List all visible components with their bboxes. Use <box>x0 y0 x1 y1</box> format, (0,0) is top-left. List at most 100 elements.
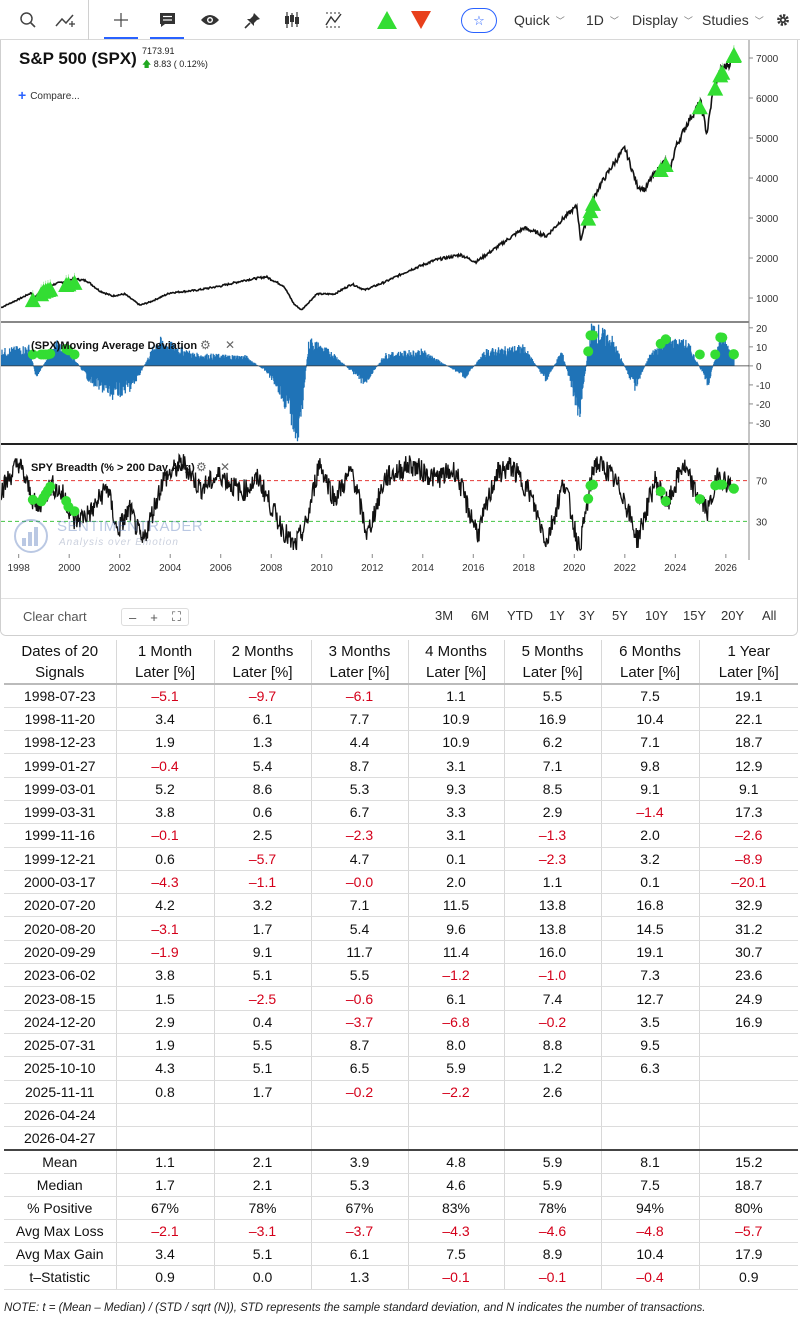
range-button-10y[interactable]: 10Y <box>645 608 669 623</box>
interval-dropdown[interactable]: 1D ﹀ <box>586 5 619 35</box>
table-cell: –8.9 <box>699 847 798 871</box>
table-cell: 10.9 <box>408 707 505 732</box>
compare-button[interactable]: + Compare... <box>18 87 80 103</box>
table-row: 2023-08-15 1.5 –2.5 –0.6 6.1 7.4 12.7 24.9 <box>4 986 798 1011</box>
gear-icon[interactable]: ⚙ <box>200 338 211 352</box>
range-button-20y[interactable]: 20Y <box>721 608 745 623</box>
table-cell: 8.7 <box>311 753 409 778</box>
gear-icon[interactable]: ⚙ <box>196 460 207 474</box>
table-cell: –3.7 <box>311 1010 409 1034</box>
deviation-signal-dot <box>694 349 705 360</box>
last-price: 7173.91 <box>142 46 175 56</box>
deviation-signal-dot <box>583 346 594 357</box>
close-icon[interactable]: ✕ <box>220 460 231 474</box>
table-cell: 11.7 <box>311 940 409 965</box>
table-cell: 0.8 <box>116 1080 215 1104</box>
table-cell: 5.9 <box>504 1148 602 1174</box>
buy-signal-marker <box>714 64 731 80</box>
table-cell: 8.8 <box>504 1033 602 1058</box>
table-cell: 7.3 <box>601 963 700 988</box>
range-button-6m[interactable]: 6M <box>471 608 490 623</box>
table-cell: –4.3 <box>408 1219 505 1244</box>
table-cell: –4.8 <box>601 1219 700 1244</box>
chart-area[interactable]: 20 10 0 -10 -20 -30 70 30 1000 2000 3000 4000 5000… <box>0 40 798 636</box>
breadth-tick-label: 30 <box>756 517 768 528</box>
table-cell: 15.2 <box>699 1148 798 1174</box>
deviation-signal-dot <box>710 349 721 360</box>
table-cell: –1.2 <box>408 963 505 988</box>
summary-row: Mean 1.1 2.1 3.9 4.8 5.9 8.1 15.2 <box>4 1148 798 1174</box>
range-button-ytd[interactable]: YTD <box>507 608 533 623</box>
studies-dropdown[interactable]: Studies ﹀ <box>702 5 764 35</box>
buy-signal-marker <box>657 157 674 172</box>
zoom-in-button[interactable]: + <box>150 609 158 625</box>
search-icon[interactable] <box>16 5 40 35</box>
range-button-15y[interactable]: 15Y <box>683 608 707 623</box>
table-cell: 1.7 <box>116 1173 215 1197</box>
sell-signal-icon[interactable] <box>408 5 434 35</box>
header-line: Later [%] <box>522 663 583 681</box>
row-label: 2020-08-20 <box>4 916 117 941</box>
table-cell: 8.9 <box>504 1242 602 1267</box>
table-row: 2020-09-29 –1.9 9.1 11.7 11.4 16.0 19.1 30.7 <box>4 940 798 965</box>
zoom-out-button[interactable]: – <box>129 609 137 625</box>
row-label: 1999-12-21 <box>4 847 117 871</box>
table-row: 1998-12-23 1.9 1.3 4.4 10.9 6.2 7.1 18.7 <box>4 730 798 755</box>
favorite-star-button[interactable]: ☆ <box>461 8 497 33</box>
deviation-panel: 20 10 0 -10 -20 -30 <box>1 323 771 442</box>
range-button-3m[interactable]: 3M <box>435 608 454 623</box>
table-cell: 10.9 <box>408 730 505 755</box>
display-dropdown[interactable]: Display ﹀ <box>632 5 693 35</box>
row-label: 1998-12-23 <box>4 730 117 755</box>
header-line: Later [%] <box>425 663 487 681</box>
table-cell <box>311 1103 409 1128</box>
zoom-controls: – + ⛶ <box>121 608 189 626</box>
pin-icon[interactable] <box>241 5 263 35</box>
crosshair-icon[interactable] <box>110 5 132 35</box>
year-tick-label: 2016 <box>462 563 485 574</box>
table-cell: 5.5 <box>504 684 602 708</box>
comment-icon[interactable] <box>156 5 178 35</box>
breadth-study-label[interactable]: SPY Breadth (% > 200 Day Avg) <box>31 462 195 474</box>
table-cell: 1.2 <box>504 1056 602 1081</box>
range-button-1y[interactable]: 1Y <box>549 608 565 623</box>
buy-signal-marker <box>42 281 59 297</box>
deviation-study-label[interactable]: (SPX)Moving Average Deviation <box>31 340 198 352</box>
quick-dropdown[interactable]: Quick ﹀ <box>514 5 565 35</box>
range-button-3y[interactable]: 3Y <box>579 608 595 623</box>
header-dates: Dates of 20 Signals <box>4 640 117 685</box>
buy-signal-icon[interactable] <box>374 5 400 35</box>
eye-icon[interactable] <box>198 5 222 35</box>
zigzag-icon[interactable] <box>323 5 345 35</box>
clear-chart-button[interactable]: Clear chart <box>23 609 87 624</box>
table-cell: 12.7 <box>601 986 700 1011</box>
fit-screen-icon[interactable]: ⛶ <box>171 609 181 624</box>
header-line: 3 Months <box>328 642 391 660</box>
candlestick-icon[interactable] <box>281 5 303 35</box>
breadth-signal-dot <box>583 493 594 504</box>
table-cell: 7.5 <box>601 684 700 708</box>
table-cell: –0.4 <box>116 753 215 778</box>
buy-signal-marker <box>580 210 597 226</box>
header-line: 2 Months <box>231 642 294 660</box>
close-icon[interactable]: ✕ <box>225 338 236 352</box>
row-label: t–Statistic <box>4 1265 117 1290</box>
table-cell: –6.1 <box>311 684 409 708</box>
table-cell: –2.3 <box>504 847 602 871</box>
range-button-5y[interactable]: 5Y <box>612 608 628 623</box>
table-cell <box>699 1103 798 1128</box>
indicator-icon[interactable] <box>53 5 79 35</box>
header-line: 6 Months <box>619 642 681 660</box>
gear-icon[interactable] <box>774 5 792 35</box>
table-cell: 1.3 <box>311 1265 409 1290</box>
table-cell: –3.1 <box>116 916 215 941</box>
table-cell: –0.1 <box>116 823 215 848</box>
table-cell: 4.3 <box>116 1056 215 1081</box>
year-tick-label: 2024 <box>664 563 687 574</box>
table-cell: 4.4 <box>311 730 409 755</box>
table-row: 2024-12-20 2.9 0.4 –3.7 –6.8 –0.2 3.5 16.9 <box>4 1010 798 1034</box>
deviation-signal-dot <box>27 349 38 360</box>
range-button-all[interactable]: All <box>762 608 777 623</box>
table-cell: 23.6 <box>699 963 798 988</box>
